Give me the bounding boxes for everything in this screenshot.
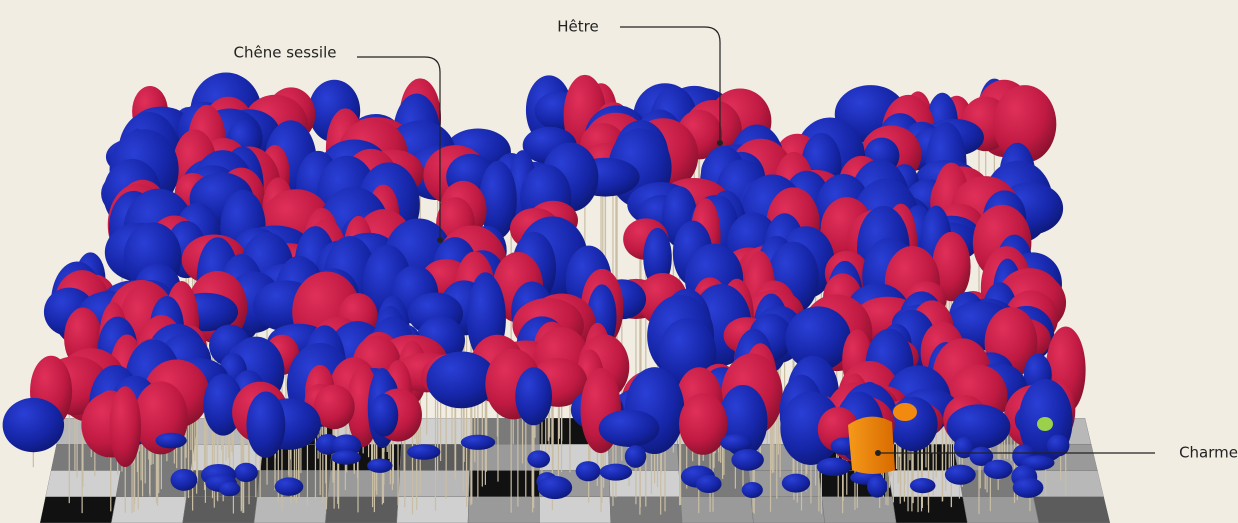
crown [598,409,660,447]
crown [1012,477,1044,498]
crown [218,481,241,497]
ground-cell [182,496,258,523]
ground-cell [680,496,754,523]
leader-dot [717,140,723,146]
hornbeam-tree [848,416,895,474]
crown [426,351,497,409]
ground-cell [40,496,117,523]
crown [888,396,938,452]
annotation-label: Hêtre [557,18,598,36]
crown [527,450,551,468]
leader-line [357,56,441,240]
crown [944,464,976,485]
annotation-hornbeam: Charme [875,444,1238,462]
crown [643,227,672,288]
hornbeam-crown [893,403,917,421]
annotation-label: Chêne sessile [234,44,337,62]
crown [720,434,753,452]
leader-line [620,26,721,143]
ground-cell [468,470,540,497]
crown [479,160,517,239]
crown [313,384,355,430]
crown [109,386,142,468]
crown [816,457,851,477]
crown [246,391,286,458]
crown [2,397,65,453]
crown [741,481,763,499]
ground-cell [325,496,399,523]
crown [1046,434,1070,457]
annotation-oak: Chêne sessile [234,44,443,243]
leader-dot [875,450,881,456]
other-tree [1037,417,1053,431]
ground-cell [1033,496,1110,523]
ground-cell [609,496,683,523]
ground-cell [539,496,612,523]
crown [170,468,198,491]
crown [993,85,1057,163]
crown [407,444,441,460]
crown [785,306,851,371]
ground-cell [962,496,1040,523]
crown [575,461,601,482]
crown [932,231,971,302]
crown [983,459,1013,480]
ground-cell [398,470,470,497]
crown [331,450,362,465]
crown [331,434,362,457]
crown [234,462,258,483]
leader-dot [437,237,443,243]
ground-cell [891,496,968,523]
annotation-beech: Hêtre [557,18,723,146]
crown [367,458,393,473]
ground-cell [396,496,470,523]
crown [781,473,811,493]
crown [624,445,647,468]
ground-cell [467,496,540,523]
crown [460,434,496,450]
annotation-label: Charme [1179,444,1238,462]
ground-cell [821,496,897,523]
crown [909,478,936,494]
crown [867,475,888,498]
crown [969,446,994,466]
crown [695,474,722,494]
ground-cell [253,496,328,523]
ground-cell [111,496,187,523]
crown [599,463,633,481]
crown [369,393,399,437]
crown [155,432,187,449]
crown [679,393,728,455]
crown [731,449,764,471]
crown [515,367,553,426]
crown [537,475,573,500]
ground-cell [750,496,826,523]
crown [274,477,304,496]
